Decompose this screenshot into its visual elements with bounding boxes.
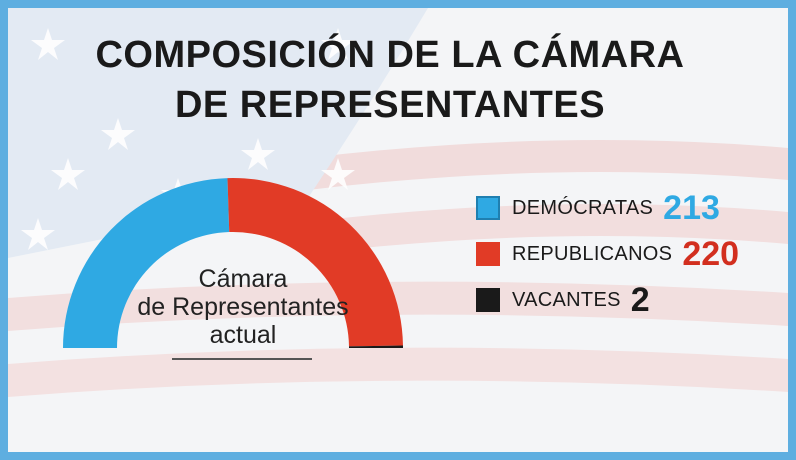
arc-segment-republicanos — [227, 178, 403, 347]
chart-title-line-2: DE REPRESENTANTES — [174, 84, 606, 126]
arc-segment-democratas — [63, 178, 230, 348]
chart-title-line-1: COMPOSICIÓN DE LA CÁMARA — [95, 34, 685, 76]
legend-label-democratas: DEMÓCRATAS — [512, 196, 654, 219]
legend-value-democratas: 213 — [663, 188, 720, 227]
legend-swatch-democratas — [476, 196, 500, 220]
legend-item-republicanos: REPUBLICANOS 220 — [476, 234, 739, 274]
semicircle-chart — [63, 178, 403, 348]
legend-swatch-republicanos — [476, 242, 500, 266]
legend-label-republicanos: REPUBLICANOS — [512, 242, 673, 265]
center-label-underline — [172, 358, 312, 360]
center-label-line-3: actual — [209, 321, 277, 349]
arc-segment-vacantes — [348, 345, 403, 348]
legend-item-democratas: DEMÓCRATAS 213 — [476, 188, 720, 228]
legend-item-vacantes: VACANTES 2 — [476, 280, 650, 320]
center-label-line-2: de Representantes — [137, 293, 349, 321]
legend-value-vacantes: 2 — [630, 280, 650, 319]
legend-value-republicanos: 220 — [682, 234, 740, 273]
center-label-line-1: Cámara — [198, 265, 288, 293]
legend-swatch-vacantes — [476, 288, 500, 312]
legend-label-vacantes: VACANTES — [512, 288, 621, 311]
